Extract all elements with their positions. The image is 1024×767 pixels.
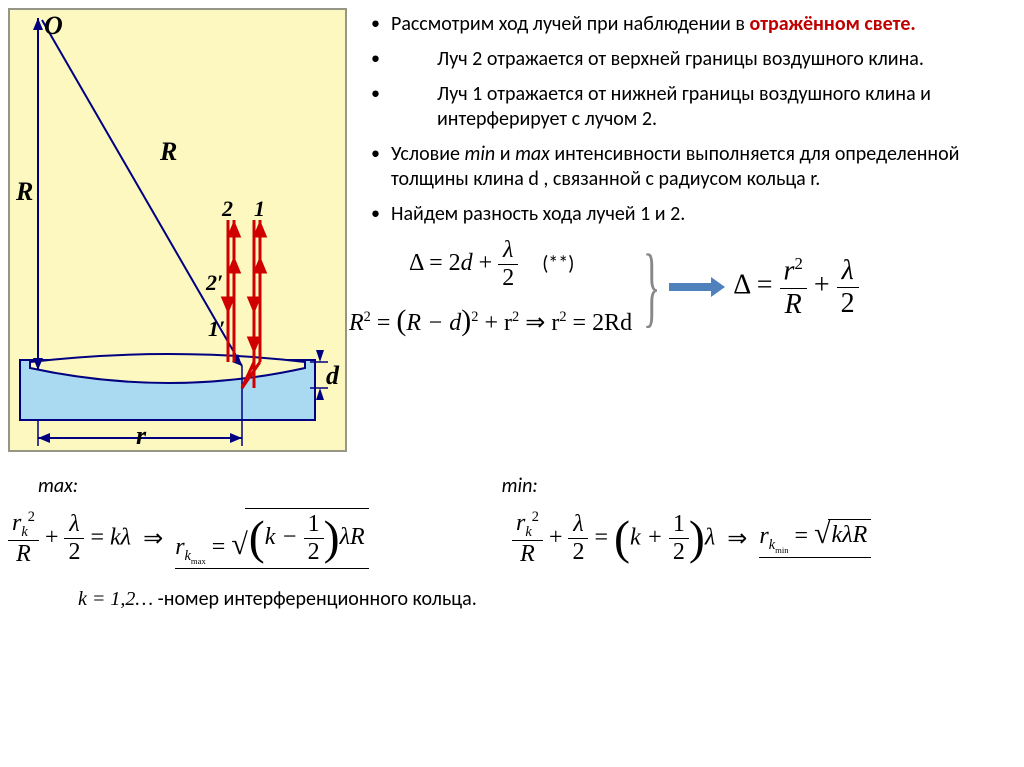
max-min-section: max: min: rk2R + λ2 = kλ ⇒ rkmax = √(k −…: [8, 474, 1016, 569]
svg-text:1: 1: [254, 196, 265, 221]
arrow-icon: [669, 280, 723, 294]
svg-text:1′: 1′: [208, 316, 225, 341]
svg-text:d: d: [326, 361, 340, 390]
max-label: max:: [8, 474, 502, 498]
bullet-3: Луч 1 отражается от нижней границы возду…: [365, 82, 1016, 132]
eq-delta: Δ = 2d + λ2 (**): [409, 237, 632, 292]
diagram-svg: O R R 2 1 2′ 1′ r d: [10, 10, 345, 450]
bullet-2: Луч 2 отражается от верхней границы возд…: [365, 47, 1016, 72]
svg-text:R: R: [159, 137, 177, 166]
bullet-4: Условие min и max интенсивности выполняе…: [365, 142, 1016, 192]
svg-text:2′: 2′: [205, 270, 223, 295]
brace-result: } Δ = r2R + λ2: [644, 254, 859, 320]
min-formula: rk2R + λ2 = (k + 12)λ ⇒ rkmin = √kλR: [512, 509, 871, 569]
bullet-1: Рассмотрим ход лучей при наблюдении в от…: [365, 12, 1016, 37]
min-label: min:: [502, 474, 538, 498]
bullet-list: Рассмотрим ход лучей при наблюдении в от…: [365, 8, 1016, 452]
k-footer: k = 1,2… -номер интерференционного кольц…: [78, 587, 1016, 611]
svg-text:O: O: [44, 11, 63, 40]
svg-text:R: R: [15, 177, 33, 206]
newton-rings-diagram: O R R 2 1 2′ 1′ r d: [8, 8, 347, 452]
equations-area: Δ = 2d + λ2 (**) R2 = (R − d)2 + r2 ⇒ r2…: [365, 237, 1016, 338]
svg-text:r: r: [136, 421, 147, 450]
b1-text: Рассмотрим ход лучей при наблюдении в: [391, 12, 749, 36]
b1-red: отражённом свете: [749, 12, 910, 36]
eq-r2: R2 = (R − d)2 + r2 ⇒ r2 = 2Rd: [349, 304, 632, 338]
bullet-5: Найдем разность хода лучей 1 и 2.: [365, 202, 1016, 227]
svg-text:2: 2: [221, 196, 233, 221]
max-formula: rk2R + λ2 = kλ ⇒ rkmax = √(k − 12)λR: [8, 508, 512, 569]
